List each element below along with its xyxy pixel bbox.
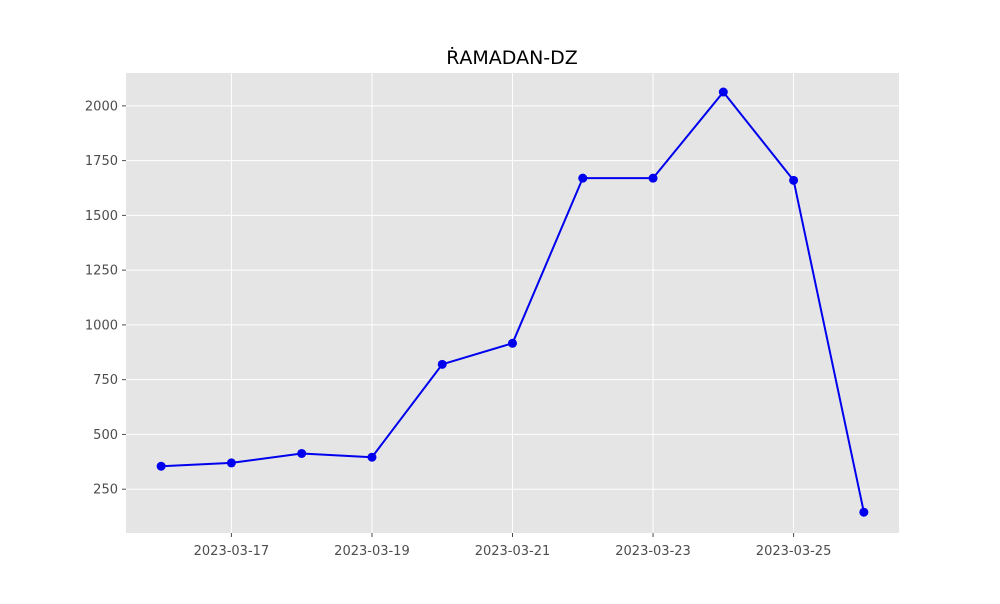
y-tick-label: 750 [93, 373, 118, 388]
data-point [367, 452, 377, 462]
y-axis-ticks: 250 500 750 1000 1250 1500 1750 2000 [85, 99, 126, 498]
grid-lines [126, 73, 899, 533]
chart-title: ṘAMADAN-DZ [446, 46, 578, 69]
y-tick-label: 1000 [85, 318, 118, 333]
data-point [508, 338, 517, 348]
data-point [718, 87, 728, 97]
x-tick-label: 2023-03-17 [194, 544, 270, 559]
data-point [578, 173, 588, 183]
x-axis-ticks: 2023-03-17 2023-03-19 2023-03-21 2023-03-23… [194, 533, 832, 559]
data-point [297, 448, 307, 458]
x-tick-label: 2023-03-19 [334, 544, 410, 559]
series-layer [156, 87, 869, 517]
x-tick-label: 2023-03-25 [756, 544, 832, 559]
y-tick-label: 250 [93, 483, 118, 498]
data-point [156, 461, 166, 471]
y-tick-label: 2000 [85, 99, 118, 114]
y-tick-label: 1750 [85, 154, 118, 169]
y-tick-label: 1500 [85, 209, 118, 224]
data-point [226, 458, 236, 468]
x-tick-label: 2023-03-23 [615, 544, 691, 559]
data-point [648, 173, 658, 183]
data-point [859, 507, 869, 517]
y-tick-label: 500 [93, 428, 118, 443]
data-point [789, 175, 799, 185]
data-point [437, 359, 447, 369]
x-tick-label: 2023-03-21 [475, 544, 551, 559]
y-tick-label: 1250 [85, 264, 118, 279]
